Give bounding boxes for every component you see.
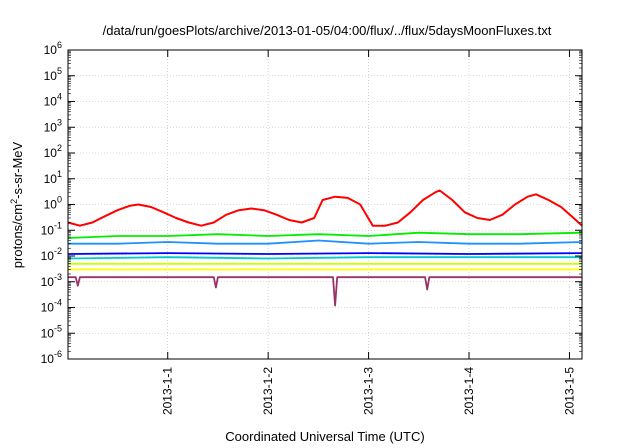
y-tick-label: 10-2 [41, 246, 62, 263]
y-tick-base: 10 [41, 326, 55, 340]
y-tick-exponent: 5 [57, 66, 62, 76]
y-tick-base: 10 [41, 352, 55, 366]
grid [68, 50, 582, 359]
series-line-5 [67, 252, 583, 255]
x-tick-label: 2013-1-5 [562, 367, 576, 415]
series-line-3 [68, 239, 583, 245]
y-tick-exponent: 4 [57, 92, 62, 102]
y-tick-label: 106 [44, 40, 62, 57]
y-tick-base: 10 [44, 69, 58, 83]
series-group [67, 189, 583, 307]
y-tick-exponent: 0 [57, 195, 62, 205]
y-tick-exponent: 6 [57, 40, 62, 50]
series-line-2 [67, 231, 583, 239]
series-line-4 [67, 256, 582, 260]
series-line-1 [67, 189, 583, 227]
y-tick-label: 10-3 [41, 272, 62, 289]
x-axis-ticks: 2013-1-1 2013-1-2 2013-1-3 2013-1-4 2013-1-5 [161, 50, 576, 415]
y-tick-exponent: -1 [54, 220, 62, 230]
y-tick-base: 10 [41, 249, 55, 263]
y-tick-base: 10 [44, 95, 58, 109]
y-tick-base: 10 [44, 146, 58, 160]
y-tick-label: 101 [44, 169, 62, 186]
y-tick-base: 10 [41, 301, 55, 315]
x-axis-label: Coordinated Universal Time (UTC) [225, 429, 424, 444]
y-tick-exponent: -4 [54, 298, 62, 308]
y-tick-label: 10-4 [41, 298, 62, 315]
y-axis-label-rest: -s-sr-MeV [10, 141, 25, 198]
y-tick-base: 10 [41, 223, 55, 237]
y-tick-base: 10 [41, 275, 55, 289]
y-tick-label: 102 [44, 143, 62, 160]
chart-title: /data/run/goesPlots/archive/2013-01-05/0… [103, 23, 552, 38]
y-tick-exponent: -3 [54, 272, 62, 282]
y-tick-exponent: 3 [57, 117, 62, 127]
y-tick-exponent: -5 [54, 323, 62, 333]
x-tick-label: 2013-1-2 [261, 367, 275, 415]
y-tick-base: 10 [44, 120, 58, 134]
x-tick-label: 2013-1-1 [161, 367, 175, 415]
y-tick-label: 105 [44, 66, 62, 83]
y-tick-label: 10-1 [41, 220, 62, 237]
y-tick-label: 10-6 [41, 349, 62, 366]
y-tick-base: 10 [44, 172, 58, 186]
y-tick-label: 100 [44, 195, 62, 212]
y-tick-base: 10 [44, 43, 58, 57]
y-tick-exponent: 1 [57, 169, 62, 179]
y-axis-label: protons/cm2-s-sr-MeV [9, 141, 25, 268]
y-tick-exponent: -6 [54, 349, 62, 359]
y-tick-exponent: -2 [54, 246, 62, 256]
plot-frame [67, 49, 583, 360]
y-tick-label: 104 [44, 92, 62, 109]
y-tick-exponent: 2 [57, 143, 62, 153]
x-tick-label: 2013-1-3 [362, 367, 376, 415]
y-tick-base: 10 [44, 198, 58, 212]
series-line-8 [68, 276, 582, 307]
y-tick-label: 103 [44, 117, 62, 134]
x-tick-label: 2013-1-4 [462, 367, 476, 415]
y-tick-label: 10-5 [41, 323, 62, 340]
y-axis-label-sup: 2 [9, 199, 19, 204]
y-axis-label-base: protons/cm [10, 204, 25, 268]
y-axis-ticks: 10610510410310210110010-110-210-310-410-… [41, 40, 582, 366]
